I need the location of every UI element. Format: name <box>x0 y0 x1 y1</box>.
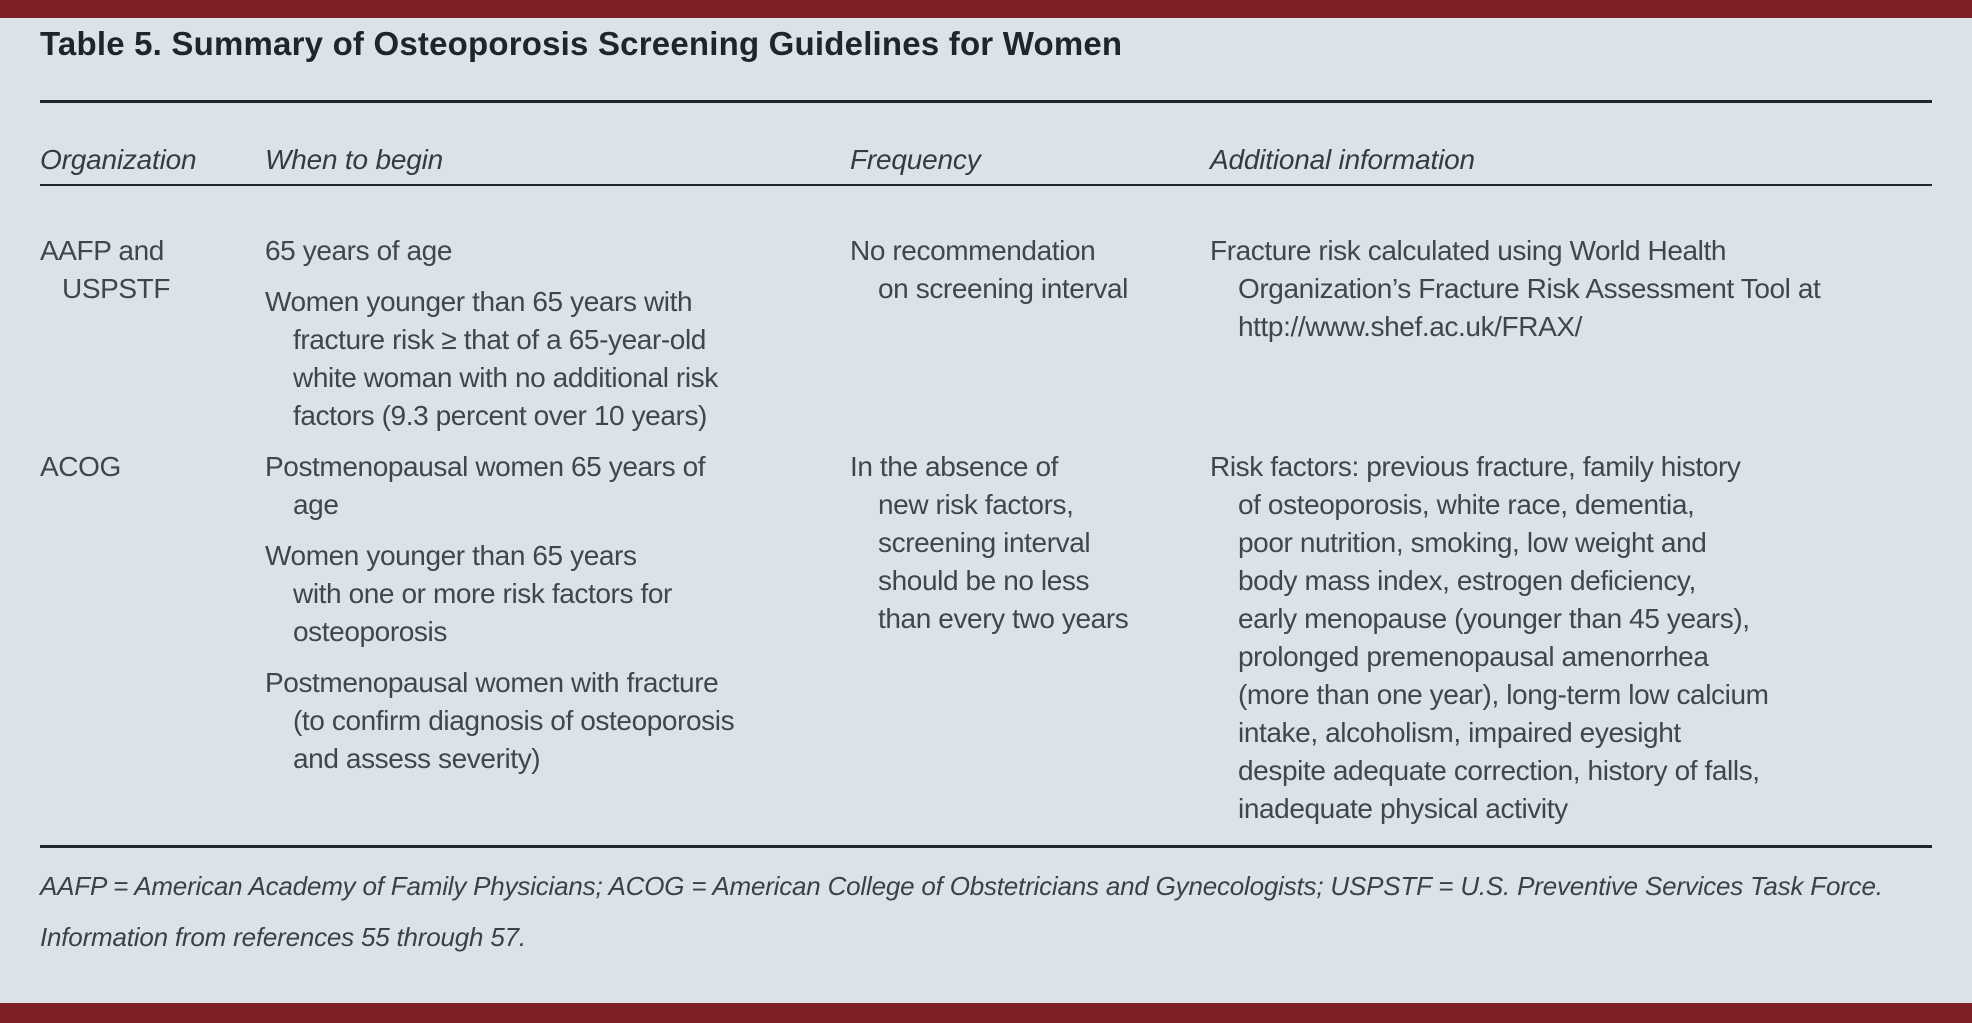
text-line: with one or more risk factors for <box>293 578 672 609</box>
cell-additional-information: Fracture risk calculated using World Hea… <box>1210 232 1932 435</box>
bottom-accent-bar <box>0 1003 1972 1023</box>
table-row: ACOG Postmenopausal women 65 years of age W… <box>40 448 1932 828</box>
column-header-additional-information: Additional information <box>1210 144 1475 175</box>
text-line: body mass index, estrogen deficiency, <box>1238 565 1696 596</box>
text-line: intake, alcoholism, impaired eyesight <box>1238 717 1681 748</box>
paragraph: AAFP and USPSTF <box>40 232 265 308</box>
text-line: age <box>293 489 339 520</box>
paragraph: Fracture risk calculated using World Hea… <box>1210 232 1932 346</box>
text-line: of osteoporosis, white race, dementia, <box>1238 489 1695 520</box>
column-header-row: Organization When to begin Frequency Add… <box>40 145 1932 175</box>
text-line: ACOG <box>40 451 121 482</box>
text-line: osteoporosis <box>293 616 447 647</box>
text-line: early menopause (younger than 45 years), <box>1238 603 1750 634</box>
text-line: In the absence of <box>850 451 1059 482</box>
text-line: Fracture risk calculated using World Hea… <box>1210 235 1727 266</box>
cell-frequency: In the absence of new risk factors, screen… <box>850 448 1210 828</box>
cell-when-to-begin: Postmenopausal women 65 years of age Women… <box>265 448 850 828</box>
paragraph: Postmenopausal women 65 years of age <box>265 448 850 524</box>
text-line: USPSTF <box>62 273 171 304</box>
abbreviations-footnote: AAFP = American Academy of Family Physic… <box>40 871 1883 901</box>
text-line: than every two years <box>878 603 1129 634</box>
text-line: poor nutrition, smoking, low weight and <box>1238 527 1707 558</box>
text-line: http://www.shef.ac.uk/FRAX/ <box>1238 311 1582 342</box>
paragraph: Postmenopausal women with fracture (to co… <box>265 664 850 778</box>
text-line: new risk factors, <box>878 489 1074 520</box>
paragraph: Women younger than 65 years with fracture… <box>265 283 850 435</box>
paragraph: In the absence of new risk factors, screen… <box>850 448 1210 638</box>
text-line: (to confirm diagnosis of osteoporosis <box>293 705 735 736</box>
cell-frequency: No recommendation on screening interval <box>850 232 1210 435</box>
title-divider <box>40 100 1932 103</box>
table-row: AAFP and USPSTF 65 years of age Women young… <box>40 232 1932 435</box>
top-accent-bar <box>0 0 1972 18</box>
text-line: Postmenopausal women with fracture <box>265 667 719 698</box>
text-line: should be no less <box>878 565 1090 596</box>
paragraph: Risk factors: previous fracture, family … <box>1210 448 1932 828</box>
cell-when-to-begin: 65 years of age Women younger than 65 yea… <box>265 232 850 435</box>
text-line: white woman with no additional risk <box>293 362 718 393</box>
text-line: Postmenopausal women 65 years of <box>265 451 706 482</box>
text-line: Organization’s Fracture Risk Assessment … <box>1238 273 1821 304</box>
text-line: and assess severity) <box>293 743 541 774</box>
header-divider <box>40 184 1932 186</box>
column-header-when-to-begin: When to begin <box>265 144 443 175</box>
text-line: fracture risk ≥ that of a 65-year-old <box>293 324 706 355</box>
text-line: Women younger than 65 years <box>265 540 637 571</box>
paragraph: No recommendation on screening interval <box>850 232 1210 308</box>
text-line: inadequate physical activity <box>1238 793 1568 824</box>
paragraph: 65 years of age <box>265 232 850 270</box>
cell-additional-information: Risk factors: previous fracture, family … <box>1210 448 1932 828</box>
column-header-organization: Organization <box>40 144 197 175</box>
text-line: factors (9.3 percent over 10 years) <box>293 400 707 431</box>
table-bottom-divider <box>40 845 1932 848</box>
text-line: screening interval <box>878 527 1091 558</box>
paragraph: Women younger than 65 years with one or m… <box>265 537 850 651</box>
paragraph: ACOG <box>40 448 265 486</box>
text-line: (more than one year), long-term low calc… <box>1238 679 1769 710</box>
text-line: Women younger than 65 years with <box>265 286 693 317</box>
references-footnote: Information from references 55 through 5… <box>40 922 526 952</box>
text-line: AAFP and <box>40 235 164 266</box>
table-title: Table 5. Summary of Osteoporosis Screeni… <box>40 25 1123 62</box>
column-header-frequency: Frequency <box>850 144 981 175</box>
text-line: on screening interval <box>878 273 1128 304</box>
text-line: No recommendation <box>850 235 1096 266</box>
cell-organization: ACOG <box>40 448 265 828</box>
text-line: prolonged premenopausal amenorrhea <box>1238 641 1709 672</box>
cell-organization: AAFP and USPSTF <box>40 232 265 435</box>
table-body: AAFP and USPSTF 65 years of age Women young… <box>40 232 1932 828</box>
text-line: despite adequate correction, history of … <box>1238 755 1760 786</box>
table-content: Table 5. Summary of Osteoporosis Screeni… <box>0 24 1972 957</box>
text-line: 65 years of age <box>265 235 453 266</box>
text-line: Risk factors: previous fracture, family … <box>1210 451 1741 482</box>
